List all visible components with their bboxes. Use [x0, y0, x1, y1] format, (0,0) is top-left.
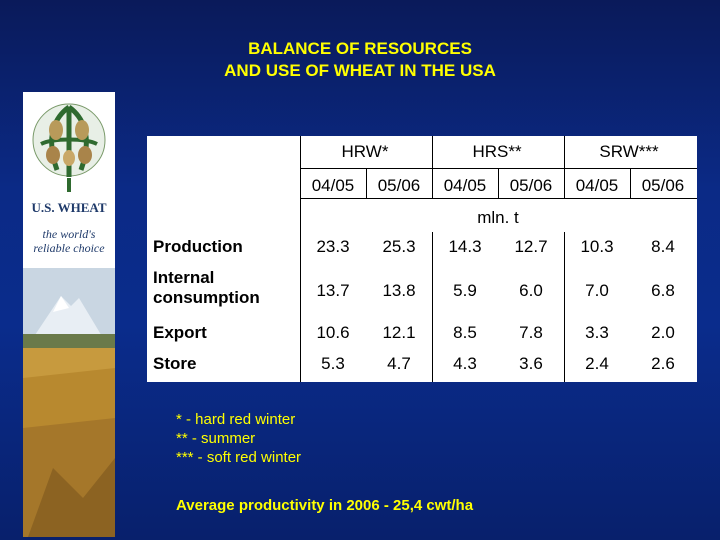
table-cell: 4.3 [453, 354, 477, 373]
wheat-field-photo [23, 268, 115, 537]
grid-line [366, 168, 367, 198]
title-line-1: BALANCE OF RESOURCES [248, 39, 472, 58]
table-cell: 2.6 [651, 354, 675, 373]
logo-tagline-line-2: reliable choice [33, 241, 105, 255]
table-cell: 3.3 [585, 323, 609, 342]
grid-line [300, 168, 697, 169]
grid-line [564, 232, 565, 382]
table-cell: 10.3 [580, 237, 614, 256]
row-label-internal-consumption: Internal consumption [153, 268, 260, 307]
row-label-export: Export [153, 323, 207, 342]
footnote: *** - soft red winter [176, 449, 302, 466]
footnote: ** - summer [176, 430, 256, 447]
title-line-2: AND USE OF WHEAT IN THE USA [224, 61, 496, 80]
table-cell: 6.8 [651, 281, 675, 300]
grid-line [564, 136, 565, 198]
table-cell: 8.5 [453, 323, 477, 342]
table-cell: 23.3 [316, 237, 350, 256]
grid-line [630, 168, 631, 198]
table-cell: 13.8 [382, 281, 416, 300]
grid-line [432, 136, 433, 198]
wheat-globe-logo-icon [32, 103, 106, 192]
column-year: 04/05 [443, 176, 487, 195]
row-label-store: Store [153, 354, 197, 373]
column-year: 04/05 [575, 176, 619, 195]
column-group-hrw: HRW* [341, 142, 389, 161]
table-cell: 5.3 [321, 354, 345, 373]
table-cell: 4.7 [387, 354, 411, 373]
grid-line [498, 168, 499, 198]
table-cell: 6.0 [519, 281, 543, 300]
column-year: 04/05 [311, 176, 355, 195]
slide-title: BALANCE OF RESOURCES AND USE OF WHEAT IN… [0, 38, 720, 82]
table-cell: 12.7 [514, 237, 548, 256]
column-group-srw: SRW*** [599, 142, 659, 161]
logo-tagline-line-1: the world's [42, 227, 96, 241]
table-cell: 14.3 [448, 237, 482, 256]
table-cell: 2.4 [585, 354, 609, 373]
table-cell: 5.9 [453, 281, 477, 300]
table-cell: 3.6 [519, 354, 543, 373]
table-cell: 13.7 [316, 281, 350, 300]
table-cell: 12.1 [382, 323, 416, 342]
wheat-balance-table: HRW* HRS** SRW*** 04/05 05/06 04/05 05/0… [147, 136, 697, 382]
logo-tagline: the world's reliable choice [23, 227, 115, 255]
grid-line [300, 198, 697, 199]
logo-panel: U.S. WHEAT the world's reliable choice [23, 92, 115, 537]
average-productivity: Average productivity in 2006 - 25,4 cwt/… [176, 497, 474, 514]
unit-label: mln. t [477, 208, 519, 227]
table-cell: 2.0 [651, 323, 675, 342]
grid-line [300, 136, 301, 382]
row-label-production: Production [153, 237, 243, 256]
logo-name: U.S. WHEAT [31, 200, 107, 215]
footnote: * - hard red winter [176, 411, 296, 428]
footnotes: * - hard red winter ** - summer *** - so… [176, 410, 301, 467]
column-year: 05/06 [377, 176, 421, 195]
table-cell: 10.6 [316, 323, 350, 342]
table-cell: 8.4 [651, 237, 675, 256]
table-cell: 25.3 [382, 237, 416, 256]
grid-line [432, 232, 433, 382]
table-cell: 7.8 [519, 323, 543, 342]
table-cell: 7.0 [585, 281, 609, 300]
column-group-hrs: HRS** [472, 142, 522, 161]
column-year: 05/06 [509, 176, 553, 195]
column-year: 05/06 [641, 176, 685, 195]
